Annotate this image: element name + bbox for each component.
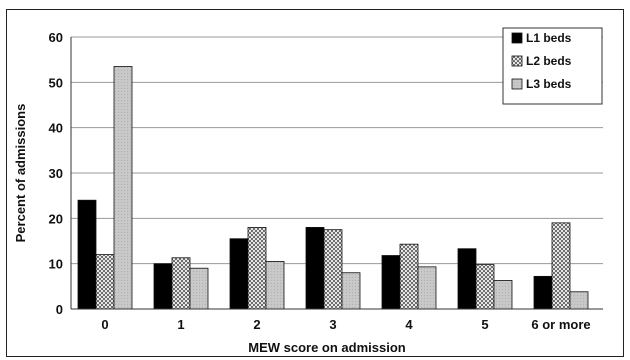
y-tick-label: 30 [49,166,63,181]
y-axis-title: Percent of admissions [13,104,28,243]
y-tick-label: 60 [49,30,63,45]
bar-l1-beds [229,238,249,310]
bar-l3-beds [189,267,209,310]
legend: L1 beds L2 beds L3 beds [502,27,603,105]
y-axis-ticks: 0 10 20 30 40 50 60 [49,30,63,317]
bar-l3-beds [341,272,361,310]
x-tick-label: 2 [253,317,260,332]
legend-swatch [511,55,523,67]
legend-swatch [511,32,523,44]
bar-l3-beds [493,280,513,310]
bar-l3-beds [113,66,133,310]
bar-l1-beds [533,275,553,310]
bar-l1-beds [153,263,173,310]
bar-l2-beds [475,264,495,310]
bar-l2-beds [551,222,571,310]
legend-label: L2 beds [526,54,572,68]
legend-label: L3 beds [526,77,572,91]
bar-l1-beds [457,248,477,310]
bar-l3-beds [417,266,437,310]
chart-frame: 0 10 20 30 40 50 60 0 1 2 3 4 5 6 or more Percent of… [6,9,624,357]
y-tick-label: 40 [49,121,63,136]
bar-l3-beds [265,260,285,310]
y-tick-label: 50 [49,75,63,90]
bar-chart: 0 10 20 30 40 50 60 0 1 2 3 4 5 6 or more Percent of… [13,27,603,355]
x-axis-ticks: 0 1 2 3 4 5 6 or more [101,317,590,332]
bar-l1-beds [77,199,97,310]
bar-l3-beds [569,291,589,310]
bar-l2-beds [171,257,191,310]
bar-l1-beds [305,226,325,310]
bar-l2-beds [323,229,343,310]
x-axis-title: MEW score on admission [248,340,406,355]
bars [77,66,589,310]
bar-l2-beds [399,243,419,310]
gridlines [71,36,603,265]
y-tick-label: 20 [49,211,63,226]
y-tick-label: 0 [56,302,63,317]
legend-label: L1 beds [526,31,572,45]
x-tick-label: 4 [405,317,413,332]
x-tick-label: 1 [177,317,184,332]
bar-l1-beds [381,255,401,310]
y-tick-label: 10 [49,257,63,272]
bar-l2-beds [95,254,115,310]
x-tick-label: 6 or more [531,317,590,332]
x-tick-label: 5 [481,317,488,332]
legend-swatch [511,78,523,90]
x-tick-label: 0 [101,317,108,332]
x-tick-label: 3 [329,317,336,332]
bar-l2-beds [247,226,267,310]
